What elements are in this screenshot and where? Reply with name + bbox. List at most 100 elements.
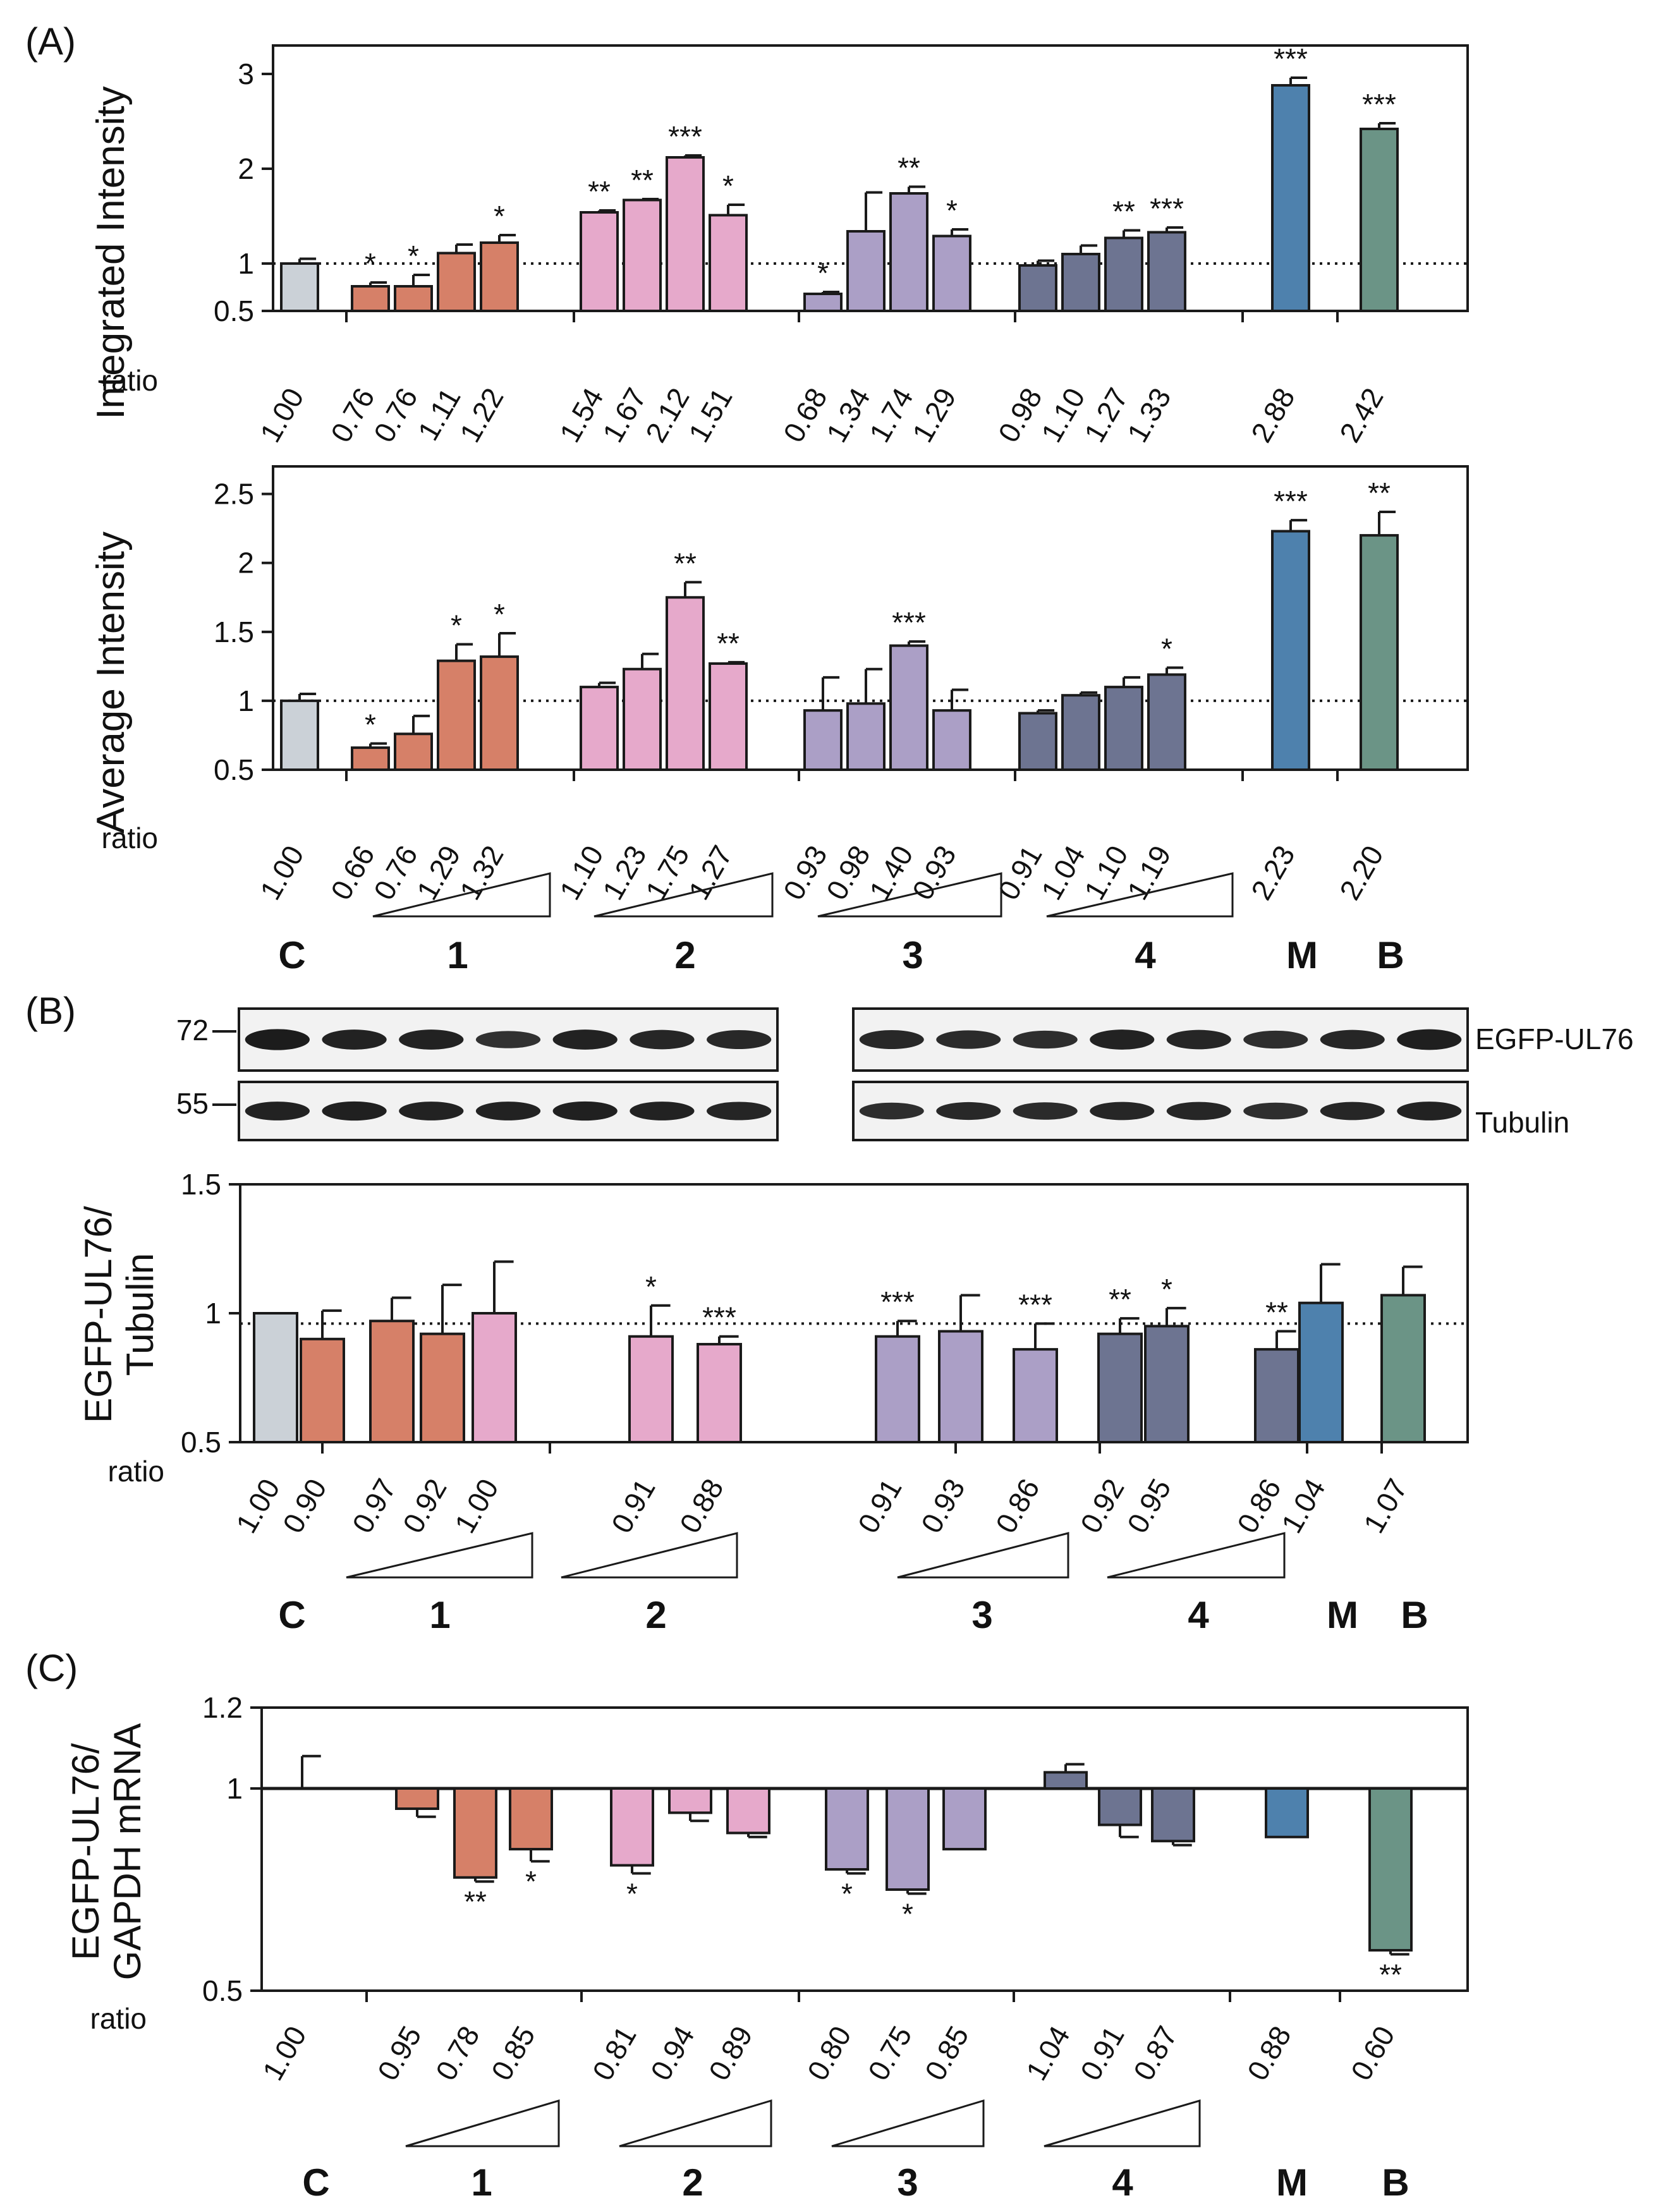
- y-tick-label: 2: [238, 152, 254, 185]
- y-tick-label: 1: [226, 1772, 243, 1805]
- group-label: 2: [682, 2161, 703, 2198]
- significance-marker: ***: [1018, 1288, 1052, 1321]
- y-axis-label-line: GAPDH mRNA: [106, 1723, 149, 1981]
- significance-marker: **: [588, 175, 611, 208]
- bar-3: [803, 293, 843, 312]
- blot-band: [1013, 1030, 1078, 1049]
- bar-3: [1013, 1348, 1058, 1444]
- blot-band: [1090, 1102, 1155, 1120]
- bar-4: [1044, 1771, 1088, 1790]
- y-tick-label: 1: [238, 247, 254, 280]
- blot-band: [1320, 1029, 1385, 1050]
- y-tick-label: 0.5: [181, 1426, 221, 1459]
- dose-ramp: [817, 872, 1002, 918]
- significance-marker: *: [494, 598, 505, 631]
- bar-3: [889, 644, 928, 771]
- blot-band: [399, 1102, 464, 1120]
- bar-4: [1018, 712, 1057, 771]
- significance-marker: **: [717, 627, 740, 660]
- y-axis-label: EGFP-UL76/Tubulin: [77, 1206, 161, 1423]
- blot-label-egfp: EGFP-UL76: [1475, 1023, 1634, 1055]
- blot-band: [707, 1102, 772, 1120]
- y-tick-label: 2.5: [214, 478, 254, 511]
- bar-4: [1147, 673, 1186, 772]
- bar-4: [1144, 1325, 1190, 1443]
- blot-band: [936, 1030, 1001, 1049]
- group-label: 2: [674, 934, 695, 976]
- bar-2: [610, 1787, 654, 1867]
- significance-marker: *: [1161, 633, 1172, 665]
- bar-3: [825, 1787, 869, 1871]
- blot-band: [245, 1029, 310, 1050]
- blot-band: [707, 1030, 772, 1049]
- dose-ramp: [619, 2099, 772, 2147]
- group-label: 3: [971, 1594, 992, 1636]
- group-label: 1: [471, 2161, 492, 2198]
- bar-B: [1360, 128, 1399, 312]
- group-label: 3: [897, 2161, 918, 2198]
- bar-2: [628, 1335, 674, 1443]
- bar-3: [875, 1335, 920, 1443]
- dose-ramp: [1044, 2099, 1201, 2147]
- blot-band: [630, 1102, 695, 1120]
- significance-marker: *: [451, 609, 462, 641]
- bar-3: [803, 709, 843, 771]
- group-label: 4: [1112, 2161, 1133, 2198]
- y-axis-label: EGFP-UL76/GAPDH mRNA: [64, 1723, 149, 1981]
- panel-label-a: (A): [25, 20, 76, 63]
- group-label: 1: [429, 1594, 450, 1636]
- dose-ramp: [831, 2099, 985, 2147]
- blot-band: [1090, 1029, 1155, 1050]
- y-axis-label-line: EGFP-UL76/: [64, 1743, 107, 1960]
- panel-b-western-blot: 72 55 EGFP-UL76 Tubulin: [176, 1007, 1634, 1141]
- bar-1: [453, 1787, 497, 1879]
- group-label: 1: [447, 934, 468, 976]
- bar-3: [932, 234, 971, 312]
- y-tick-label: 1.5: [214, 616, 254, 648]
- bar-4: [1018, 264, 1057, 312]
- blot-band: [1320, 1102, 1385, 1120]
- bar-3: [846, 702, 886, 771]
- bar-B: [1368, 1787, 1413, 1952]
- bar-1: [420, 1332, 465, 1443]
- ratio-label: ratio: [102, 822, 158, 854]
- bar-1: [394, 285, 433, 312]
- group-label: B: [1382, 2161, 1409, 2198]
- bar-1: [369, 1320, 415, 1443]
- bar-4: [1147, 231, 1186, 312]
- blot-band: [1397, 1102, 1462, 1120]
- y-tick-label: 1.2: [202, 1691, 243, 1724]
- y-axis-label: Integrated Intensity: [89, 86, 133, 419]
- blot-band: [1243, 1030, 1308, 1049]
- y-tick-label: 0.5: [214, 294, 254, 327]
- bar-4: [1151, 1787, 1195, 1843]
- significance-marker: *: [902, 1897, 913, 1930]
- significance-marker: *: [722, 169, 734, 202]
- panel-label-c: (C): [25, 1647, 78, 1689]
- blot-band: [552, 1029, 618, 1050]
- y-tick-label: 2: [238, 547, 254, 580]
- bar-M: [1271, 84, 1310, 312]
- significance-marker: **: [1379, 1958, 1402, 1991]
- bar-4: [1254, 1348, 1300, 1444]
- bar-3: [889, 192, 928, 312]
- blot-band: [399, 1029, 464, 1050]
- bar-2: [668, 1787, 712, 1814]
- bar-2: [580, 211, 619, 312]
- marker-55: 55: [176, 1087, 209, 1120]
- dose-ramp: [1046, 872, 1234, 918]
- panel-label-b: (B): [25, 990, 76, 1032]
- significance-marker: ***: [1150, 192, 1184, 225]
- significance-marker: **: [1112, 195, 1135, 228]
- bar-2: [709, 214, 748, 312]
- bar-C: [253, 1312, 298, 1443]
- bar-2: [666, 156, 705, 312]
- y-tick-label: 0.5: [214, 753, 254, 786]
- significance-marker: **: [631, 164, 654, 197]
- bar-1: [437, 252, 476, 312]
- bar-4: [1104, 686, 1143, 772]
- dose-ramp: [593, 872, 774, 918]
- group-label: 4: [1188, 1594, 1209, 1636]
- bar-1: [351, 746, 390, 772]
